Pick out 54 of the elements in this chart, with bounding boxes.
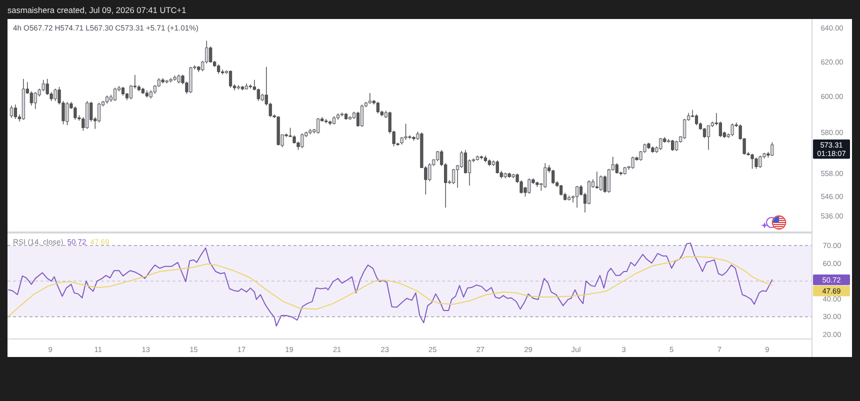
candlestick: [209, 46, 212, 63]
candlestick: [129, 84, 133, 100]
candlestick: [14, 104, 18, 120]
candlestick: [428, 162, 432, 182]
candlestick: [66, 102, 69, 126]
candlestick: [595, 171, 598, 190]
candlestick: [671, 140, 674, 152]
candlestick: [54, 88, 57, 102]
candlestick: [464, 150, 468, 174]
candlestick: [702, 128, 706, 138]
candlestick: [316, 118, 320, 134]
candlestick: [575, 186, 579, 208]
candlestick: [607, 168, 610, 194]
candlestick: [528, 178, 531, 194]
candlestick: [683, 118, 686, 140]
candlestick: [46, 78, 49, 96]
candlestick: [256, 88, 260, 102]
candlestick: [615, 162, 618, 174]
candlestick: [599, 175, 602, 192]
candlestick: [300, 133, 304, 149]
candlestick: [42, 80, 45, 92]
candlestick: [675, 140, 678, 152]
candlestick: [221, 69, 224, 76]
candlestick: [113, 87, 117, 102]
candlestick: [34, 92, 37, 110]
candlestick: [750, 153, 754, 170]
candlestick: [544, 162, 547, 188]
candlestick: [754, 157, 758, 170]
line-series: [8, 256, 773, 317]
candlestick: [436, 150, 440, 162]
candlestick: [10, 105, 14, 118]
candlestick: [631, 156, 634, 170]
candlestick: [706, 124, 710, 150]
candlestick: [480, 155, 483, 160]
candlestick: [694, 114, 698, 126]
candlestick: [98, 102, 101, 123]
candlestick: [376, 102, 380, 114]
candlestick: [217, 64, 220, 74]
candlestick: [560, 184, 563, 196]
candlestick: [228, 70, 232, 88]
candlestick: [452, 168, 456, 184]
candlestick: [659, 138, 662, 150]
candlestick: [758, 155, 762, 168]
candlestick: [74, 106, 77, 120]
candlestick: [30, 90, 33, 106]
candlestick: [552, 169, 555, 184]
candlestick: [718, 121, 722, 138]
candlestick: [587, 180, 591, 205]
candlestick: [770, 142, 774, 156]
chart-title: sasmaishera created, Jul 09, 2026 07:41 UTC+1: [8, 5, 187, 15]
candlestick: [496, 160, 499, 174]
candlestick: [404, 123, 408, 140]
candlestick: [360, 104, 364, 128]
candlestick: [730, 123, 734, 137]
